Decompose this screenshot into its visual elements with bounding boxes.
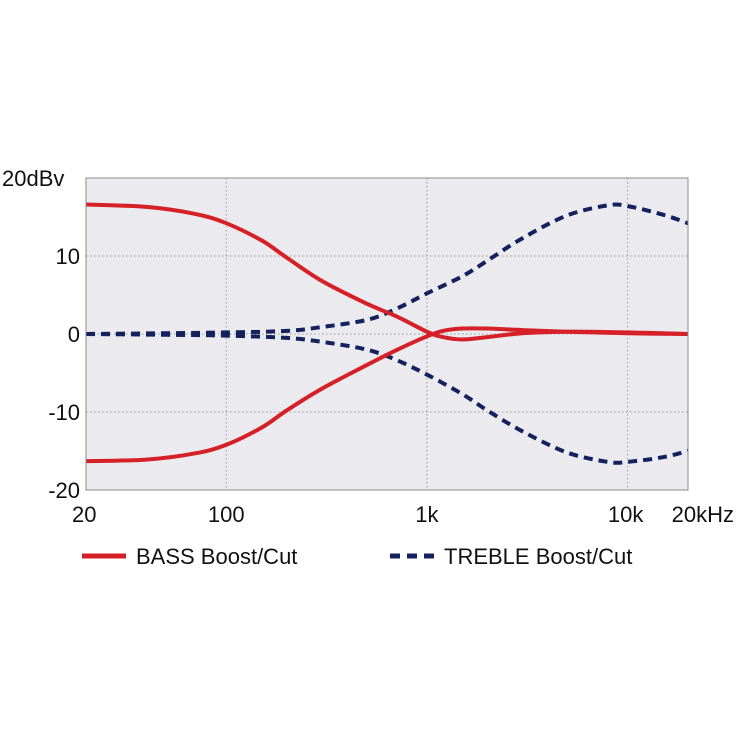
treble-curve xyxy=(85,202,689,336)
x-tick-label: 20kHz xyxy=(672,502,734,527)
legend: BASS Boost/Cut TREBLE Boost/Cut xyxy=(82,544,632,569)
y-tick-label: 0 xyxy=(68,322,80,347)
legend-bass-label: BASS Boost/Cut xyxy=(136,544,297,569)
x-tick-label: 20 xyxy=(72,502,96,527)
y-tick-label: 20dBv xyxy=(2,166,64,191)
bass-curve xyxy=(85,326,689,464)
y-tick-label: -10 xyxy=(48,400,80,425)
x-tick-label: 1k xyxy=(415,502,439,527)
legend-treble-label: TREBLE Boost/Cut xyxy=(444,544,632,569)
x-tick-label: 100 xyxy=(208,502,245,527)
y-tick-label: 10 xyxy=(56,244,80,269)
plot-frame xyxy=(85,177,689,491)
x-tick-label: 10k xyxy=(608,502,644,527)
x-axis-ticks: 20 100 1k 10k 20kHz xyxy=(72,502,734,527)
y-tick-label: -20 xyxy=(48,478,80,503)
y-axis-ticks: 20dBv 10 0 -10 -20 xyxy=(2,166,80,503)
treble-curve xyxy=(85,332,689,465)
series-lines xyxy=(85,202,689,465)
